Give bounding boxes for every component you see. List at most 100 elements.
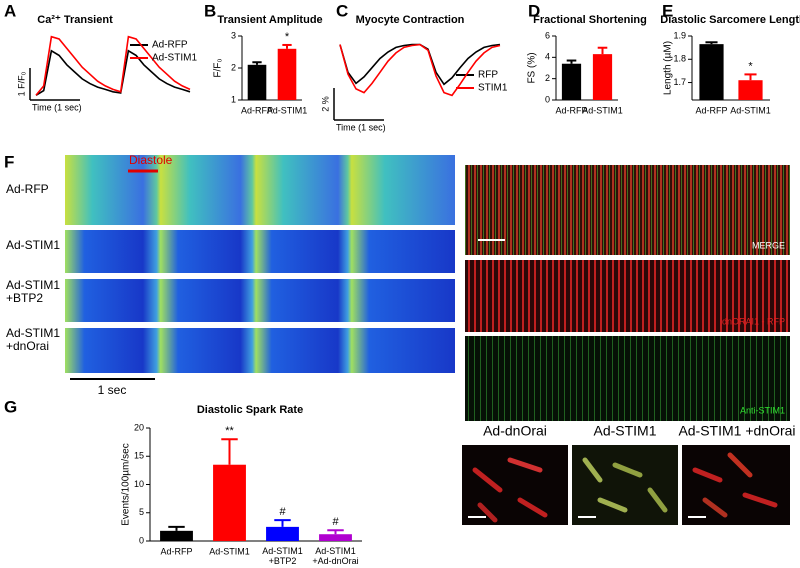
condition-label: Ad-STIM1 <box>593 423 656 439</box>
legend-label: Ad-STIM1 <box>152 53 197 64</box>
scale-label: Time (1 sec) <box>336 122 386 132</box>
chart-title: Diastolic Sarcomere Length <box>660 14 800 26</box>
micrograph <box>465 336 790 421</box>
y-axis-label: Events/100µm/sec <box>121 443 132 525</box>
error-bar <box>705 41 718 45</box>
x-tick-label: Ad-STIM1 <box>267 105 308 115</box>
micrograph <box>682 445 790 525</box>
y-tick-label: 2 <box>545 73 550 83</box>
y-tick-label: 3 <box>231 30 236 40</box>
legend-label: STIM1 <box>478 83 508 94</box>
scale-label: Time (1 sec) <box>32 102 82 112</box>
micrograph <box>572 445 678 525</box>
significance: # <box>279 506 286 518</box>
error-bar <box>597 46 608 55</box>
x-tick-label: Ad-STIM1 <box>209 546 250 556</box>
y-tick-label: 1 <box>231 94 236 104</box>
y-tick-label: 15 <box>134 451 144 461</box>
micrograph <box>462 445 568 525</box>
channel-label: Anti-STIM1 <box>740 405 785 415</box>
x-tick-label: Ad-STIM1 +BTP2 <box>262 546 303 566</box>
chart-title: Transient Amplitude <box>217 14 322 26</box>
row-label: Ad-STIM1 +BTP2 <box>6 278 60 305</box>
bar <box>266 526 299 541</box>
x-tick-label: Ad-RFP <box>695 105 727 115</box>
scale-label: 1 F/F₀ <box>16 71 26 96</box>
significance: * <box>748 60 753 72</box>
y-tick-label: 2 <box>231 62 236 72</box>
panel-label: C <box>336 1 348 20</box>
panel-label: D <box>528 1 540 20</box>
row-label: Ad-RFP <box>6 182 49 196</box>
trace <box>35 35 191 96</box>
x-tick-label: Ad-STIM1 +Ad-dnOrai <box>312 546 358 566</box>
significance: # <box>332 516 339 528</box>
diastole-label: Diastole <box>129 153 173 167</box>
x-tick-label: Ad-STIM1 <box>730 105 771 115</box>
bar <box>561 63 582 100</box>
y-tick-label: 6 <box>545 30 550 40</box>
panel-label: A <box>4 1 16 20</box>
y-tick-label: 1.9 <box>673 30 686 40</box>
legend-label: RFP <box>478 70 498 81</box>
micrograph <box>465 165 790 255</box>
bar <box>319 534 352 541</box>
x-tick-label: Ad-RFP <box>160 546 192 556</box>
scale-label: 2 % <box>320 96 330 112</box>
error-bar <box>221 438 238 465</box>
bar <box>592 54 613 100</box>
y-tick-label: 0 <box>545 94 550 104</box>
condition-label: Ad-STIM1 +dnOrai <box>678 423 795 439</box>
panel-label: F <box>4 152 14 171</box>
error-bar <box>327 529 344 535</box>
scale-label: 1 sec <box>98 383 127 397</box>
y-axis-label: F/F₀ <box>213 58 224 77</box>
x-tick-label: Ad-RFP <box>241 105 273 115</box>
bar <box>160 530 193 541</box>
micrograph <box>465 260 790 332</box>
y-axis-label: Length (µM) <box>663 41 674 95</box>
chart-title: Ca²⁺ Transient <box>37 14 113 26</box>
y-tick-label: 4 <box>545 52 550 62</box>
panel-label: G <box>4 397 17 416</box>
x-tick-label: Ad-STIM1 <box>582 105 623 115</box>
y-tick-label: 20 <box>134 422 144 432</box>
chart-title: Myocyte Contraction <box>356 14 465 26</box>
bar <box>699 44 724 100</box>
y-tick-label: 0 <box>139 535 144 545</box>
significance: * <box>285 31 290 43</box>
linescan-image <box>65 328 455 373</box>
y-tick-label: 5 <box>139 507 144 517</box>
error-bar <box>252 61 262 65</box>
bar <box>277 48 297 100</box>
legend-label: Ad-RFP <box>152 40 188 51</box>
linescan-image <box>65 279 455 322</box>
x-tick-label: Ad-RFP <box>555 105 587 115</box>
y-tick-label: 1.8 <box>673 54 686 64</box>
channel-label: dnORAI1 - RFP <box>722 316 785 326</box>
panel-label: B <box>204 1 216 20</box>
linescan-image <box>65 155 455 225</box>
error-bar <box>168 525 185 531</box>
y-tick-label: 1.7 <box>673 77 686 87</box>
y-tick-label: 10 <box>134 479 144 489</box>
significance: ** <box>225 425 234 437</box>
bar <box>247 64 267 100</box>
linescan-image <box>65 230 455 273</box>
trace <box>339 43 501 97</box>
error-bar <box>566 59 577 64</box>
y-axis-label: FS (%) <box>527 52 538 83</box>
row-label: Ad-STIM1 +dnOrai <box>6 326 60 353</box>
chart-title: Diastolic Spark Rate <box>197 404 303 416</box>
chart-title: Fractional Shortening <box>533 14 647 26</box>
error-bar <box>282 43 292 49</box>
trace <box>35 49 191 96</box>
row-label: Ad-STIM1 <box>6 238 60 252</box>
error-bar <box>274 519 291 527</box>
cells <box>472 452 778 523</box>
panel-label: E <box>662 1 673 20</box>
bar <box>213 464 246 541</box>
trace <box>339 43 501 86</box>
bar <box>738 80 763 100</box>
